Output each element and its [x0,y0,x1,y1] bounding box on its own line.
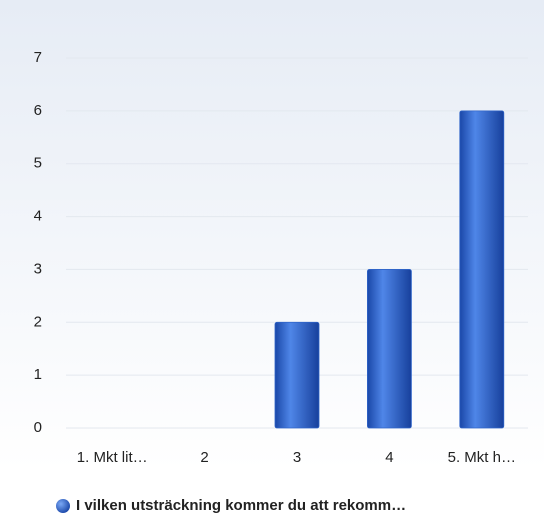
y-tick-label: 4 [34,208,42,225]
y-tick-label: 6 [34,102,42,119]
bar [274,321,320,429]
bar [366,269,412,429]
y-tick-label: 0 [34,419,42,436]
background [0,0,544,470]
y-tick-label: 2 [34,313,42,330]
y-tick-label: 7 [34,49,42,66]
legend-marker [56,499,70,513]
y-tick-label: 1 [34,366,42,383]
x-tick-label: 5. Mkt h… [448,449,516,466]
y-tick-label: 3 [34,260,42,277]
x-tick-label: 4 [385,449,393,466]
x-tick-label: 2 [200,449,208,466]
bar [459,110,505,429]
legend-label: I vilken utsträckning kommer du att reko… [76,497,406,514]
y-tick-label: 5 [34,155,42,172]
x-tick-label: 3 [293,449,301,466]
x-tick-label: 1. Mkt lit… [77,449,148,466]
